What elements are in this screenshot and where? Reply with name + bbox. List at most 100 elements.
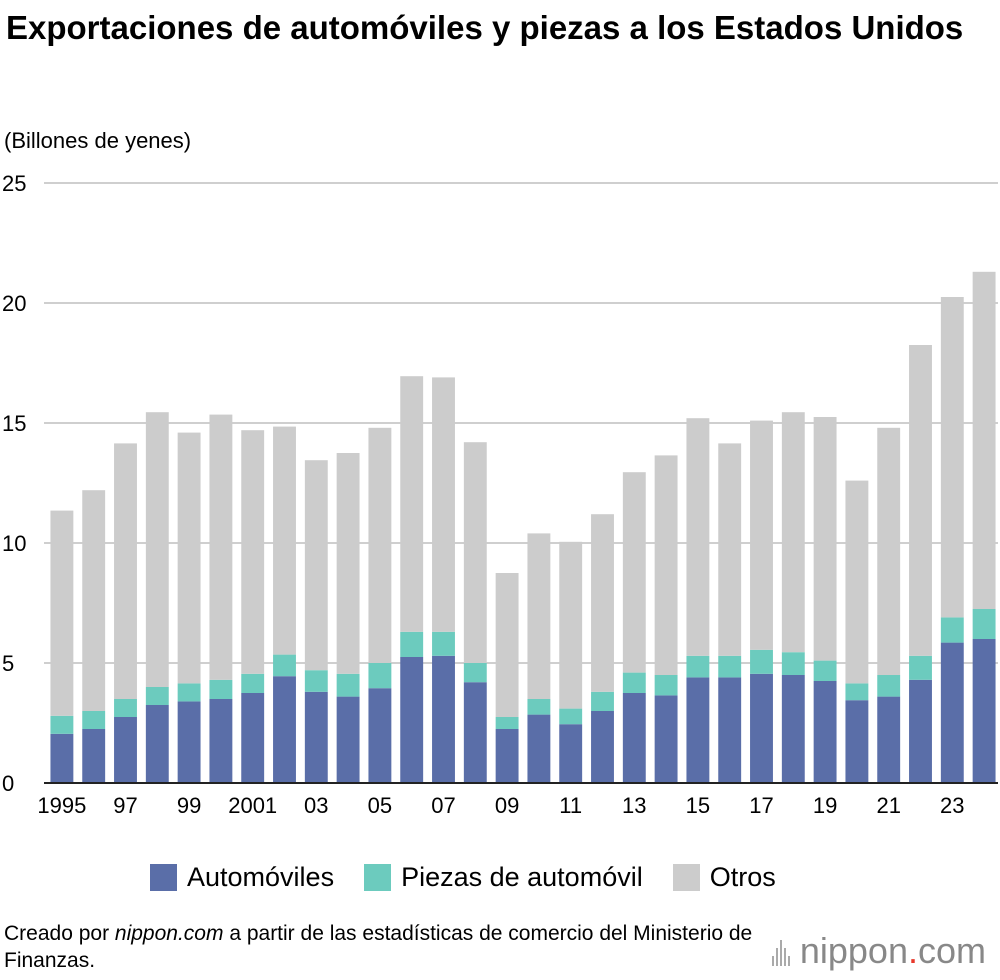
bar-segment-piezas	[940, 617, 964, 643]
bar-segment-piezas	[591, 691, 614, 711]
x-tick-label: 09	[495, 793, 519, 818]
bar-segment-automoviles	[940, 642, 964, 783]
bar-segment-automoviles	[622, 693, 646, 783]
bar-segment-automoviles	[718, 677, 742, 783]
bar-segment-automoviles	[909, 679, 932, 783]
bar-segment-piezas	[304, 670, 328, 692]
logo-dot: .	[907, 930, 918, 971]
bar-segment-otros	[654, 455, 678, 675]
bar-segment-piezas	[400, 631, 424, 657]
bar-segment-piezas	[972, 609, 996, 639]
bar-segment-otros	[463, 442, 487, 663]
bar-segment-automoviles	[177, 701, 201, 783]
bar-segment-piezas	[432, 631, 455, 656]
bar-segment-automoviles	[241, 693, 265, 783]
legend-label-otros: Otros	[709, 862, 776, 892]
chart-title: Exportaciones de automóviles y piezas a …	[6, 9, 964, 46]
legend-label-automoviles: Automóviles	[187, 862, 335, 892]
bar-segment-otros	[209, 414, 233, 680]
bar-segment-otros	[559, 541, 583, 709]
x-tick-label: 11	[559, 793, 582, 818]
x-tick-label: 1995	[37, 793, 86, 818]
bar-segment-automoviles	[209, 699, 233, 783]
y-tick-label: 5	[2, 651, 14, 676]
source-prefix: Creado por	[4, 922, 115, 945]
bar-segment-piezas	[686, 655, 710, 678]
bar-segment-automoviles	[495, 729, 519, 783]
bar-segment-piezas	[845, 683, 869, 701]
bar-segment-otros	[336, 453, 360, 674]
y-tick-label: 10	[2, 531, 26, 556]
bar-segment-automoviles	[845, 700, 869, 783]
bar-segment-otros	[750, 420, 773, 650]
bar-segment-otros	[82, 490, 106, 711]
bar-segment-piezas	[177, 683, 201, 702]
bar-segment-automoviles	[686, 677, 710, 783]
bar-segment-piezas	[368, 663, 392, 689]
bar-segment-otros	[718, 443, 742, 656]
bar-segment-automoviles	[114, 717, 137, 783]
bar-segment-automoviles	[145, 705, 169, 783]
bar-segment-piezas	[145, 687, 169, 705]
x-tick-label: 97	[113, 793, 137, 818]
bar-segment-piezas	[877, 675, 901, 697]
bar-segment-piezas	[241, 673, 265, 693]
bar-segment-otros	[686, 418, 710, 656]
bar-segment-otros	[781, 412, 805, 653]
bar-segment-automoviles	[591, 711, 614, 783]
bar-segment-piezas	[718, 655, 742, 678]
legend-item-otros: Otros	[672, 862, 776, 893]
chart-legend: Automóviles Piezas de automóvil Otros	[150, 862, 806, 893]
x-tick-label: 2001	[228, 793, 277, 818]
bar-segment-automoviles	[463, 682, 487, 783]
bar-segment-automoviles	[972, 639, 996, 783]
bar-segment-automoviles	[559, 724, 583, 783]
bar-segment-otros	[368, 427, 392, 663]
x-tick-label: 19	[813, 793, 837, 818]
x-tick-label: 05	[368, 793, 392, 818]
bar-segment-otros	[813, 417, 837, 661]
legend-item-piezas: Piezas de automóvil	[364, 862, 643, 893]
bar-segment-otros	[622, 472, 646, 673]
bar-segment-piezas	[82, 711, 106, 729]
bar-segment-automoviles	[781, 675, 805, 783]
x-tick-label: 21	[876, 793, 900, 818]
bar-segment-otros	[527, 533, 551, 699]
bar-segment-automoviles	[400, 657, 424, 783]
bar-segment-otros	[877, 427, 901, 675]
y-tick-label: 25	[2, 171, 26, 196]
bar-segment-piezas	[273, 654, 296, 677]
bar-segment-automoviles	[336, 696, 360, 783]
x-tick-label: 03	[304, 793, 328, 818]
nippon-logo: nippon. com	[771, 930, 986, 972]
logo-name: nippon	[799, 930, 908, 971]
bar-segment-piezas	[495, 717, 519, 729]
bar-segment-automoviles	[432, 655, 455, 783]
bar-segment-otros	[591, 514, 614, 692]
x-tick-label: 99	[177, 793, 201, 818]
bar-segment-otros	[400, 376, 424, 632]
x-tick-label: 13	[622, 793, 646, 818]
source-suffix: a partir de las estadísticas de comercio…	[4, 922, 753, 972]
bar-segment-piezas	[336, 673, 360, 697]
y-tick-label: 0	[2, 771, 14, 796]
bar-segment-piezas	[654, 675, 678, 696]
bar-segment-piezas	[750, 649, 773, 674]
bar-segment-piezas	[622, 672, 646, 693]
bar-segment-otros	[114, 443, 137, 699]
bar-segment-otros	[909, 345, 932, 656]
bar-segment-piezas	[114, 699, 137, 717]
source-note: Creado por nippon.com a partir de las es…	[4, 920, 764, 974]
legend-swatch-automoviles	[150, 864, 177, 891]
bar-segment-piezas	[209, 679, 233, 699]
bar-segment-automoviles	[750, 673, 773, 783]
y-tick-label: 20	[2, 291, 26, 316]
nippon-logo-icon	[771, 936, 792, 966]
bar-segment-otros	[273, 426, 296, 655]
bar-segment-otros	[495, 573, 519, 717]
legend-label-piezas: Piezas de automóvil	[401, 862, 643, 892]
bar-segment-piezas	[813, 660, 837, 681]
bar-segment-automoviles	[368, 688, 392, 783]
bar-segment-otros	[845, 480, 869, 684]
